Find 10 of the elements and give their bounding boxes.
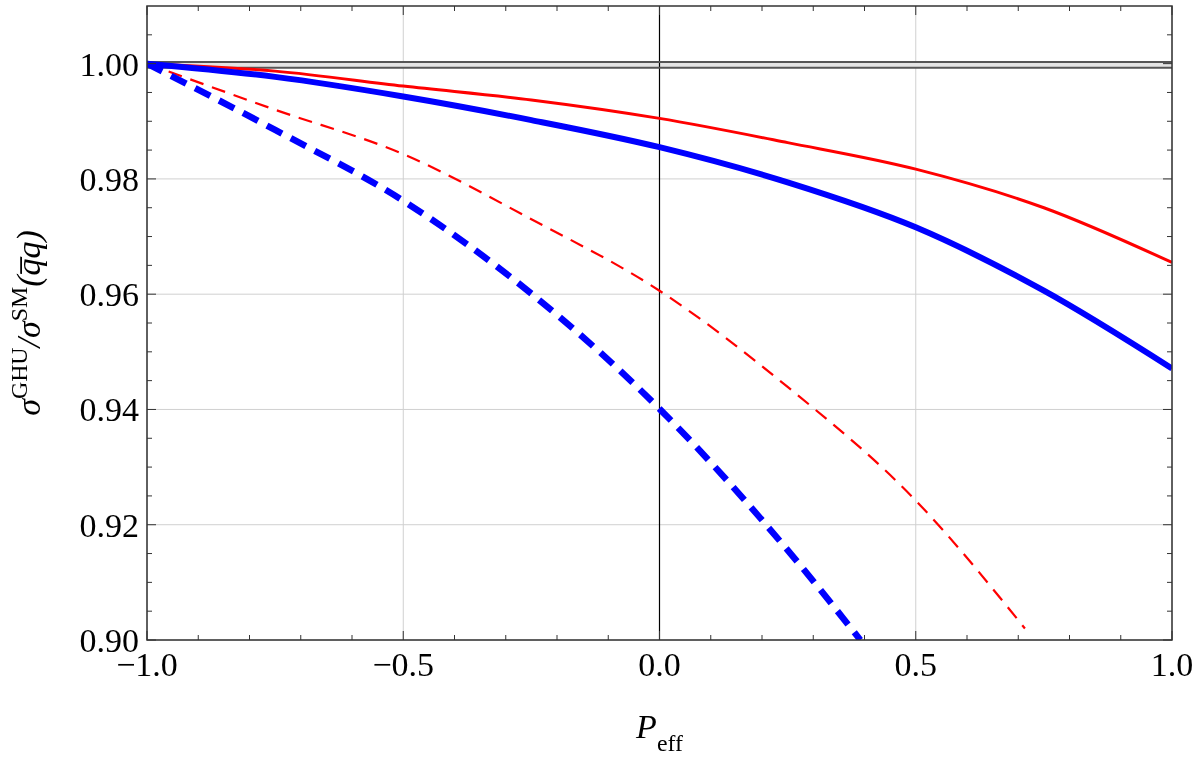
- x-tick-label: 0.0: [638, 646, 681, 683]
- y-tick-label: 0.98: [79, 160, 139, 198]
- x-tick-label: −0.5: [372, 646, 435, 683]
- x-axis-title: P$_{eff}$: [635, 708, 683, 756]
- y-tick-label: 0.96: [79, 276, 139, 314]
- x-tick-label: 0.5: [894, 646, 937, 683]
- x-tick-label: 1.0: [1150, 646, 1194, 683]
- y-tick-label: 0.94: [79, 391, 139, 429]
- y-tick-label: 1.00: [79, 45, 139, 83]
- y-tick-label: 0.92: [79, 506, 139, 544]
